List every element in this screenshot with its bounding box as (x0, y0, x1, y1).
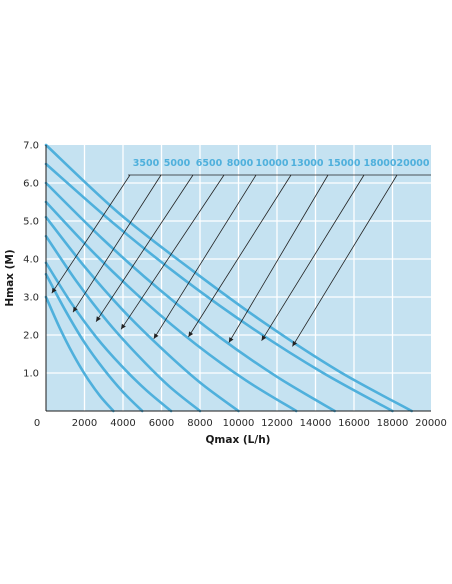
model-label-13000: 13000 (290, 158, 323, 169)
x-tick-label: 14000 (300, 418, 332, 429)
leader-arrowhead-13000 (188, 331, 194, 337)
leader-5000 (72, 174, 162, 313)
y-axis-title: Hmax (M) (4, 249, 16, 306)
leader-lines (51, 174, 431, 347)
x-axis-title: Qmax (L/h) (206, 434, 271, 446)
leader-arrowhead-10000 (153, 333, 159, 339)
y-tick-label: 6.0 (23, 179, 39, 190)
curve-5000 (44, 272, 144, 413)
curve-20000 (44, 143, 414, 413)
x-tick-label: 0 (34, 418, 40, 429)
model-label-8000: 8000 (227, 158, 254, 169)
curve-6500 (44, 261, 173, 413)
curve-8000 (44, 234, 202, 413)
model-label-5000: 5000 (164, 158, 191, 169)
x-tick-label: 12000 (261, 418, 293, 429)
x-tick-labels: 0 2000 4000 6000 8000 10000 12000 14000 16000 180… (34, 418, 447, 429)
leader-arrowhead-8000 (121, 323, 126, 330)
model-label-3500: 3500 (133, 158, 160, 169)
model-labels: 3500 5000 6500 8000 10000 13000 15000 18000 2000… (133, 158, 430, 169)
leader-20000 (292, 174, 398, 347)
model-label-20000: 20000 (396, 158, 429, 169)
leader-15000 (228, 174, 329, 343)
model-label-18000: 18000 (363, 158, 396, 169)
leader-arrowhead-18000 (261, 335, 267, 341)
x-tick-label: 20000 (415, 418, 447, 429)
leader-3500 (51, 174, 131, 294)
model-label-15000: 15000 (327, 158, 360, 169)
y-tick-label: 3.0 (23, 293, 39, 304)
leader-arrowhead-6500 (96, 316, 101, 322)
performance-curves (44, 143, 414, 413)
y-tick-label: 2.0 (23, 331, 39, 342)
x-tick-label: 18000 (377, 418, 409, 429)
leader-6500 (95, 174, 194, 322)
curve-18000 (44, 162, 394, 413)
leader-arrowhead-5000 (72, 306, 78, 313)
leader-18000 (261, 174, 365, 341)
leader-10000 (153, 174, 257, 340)
curve-10000 (44, 215, 240, 413)
model-label-10000: 10000 (255, 158, 288, 169)
y-tick-label: 5.0 (23, 217, 39, 228)
x-tick-label: 4000 (110, 418, 135, 429)
y-tick-label: 7.0 (23, 141, 39, 152)
curve-3500 (44, 295, 115, 413)
leader-arrowhead-3500 (51, 287, 57, 294)
leader-arrowhead-15000 (228, 337, 234, 343)
x-tick-label: 6000 (149, 418, 174, 429)
leader-8000 (120, 174, 225, 330)
x-tick-label: 8000 (187, 418, 212, 429)
x-tick-label: 16000 (338, 418, 370, 429)
y-tick-label: 1.0 (23, 369, 39, 380)
model-label-6500: 6500 (196, 158, 223, 169)
x-tick-label: 2000 (72, 418, 97, 429)
leader-arrowhead-20000 (292, 340, 298, 347)
x-tick-label: 10000 (223, 418, 255, 429)
y-tick-labels: 1.0 2.0 3.0 4.0 5.0 6.0 7.0 (23, 141, 39, 380)
y-tick-label: 4.0 (23, 255, 39, 266)
leader-13000 (188, 174, 292, 338)
grid-lines (46, 145, 431, 411)
